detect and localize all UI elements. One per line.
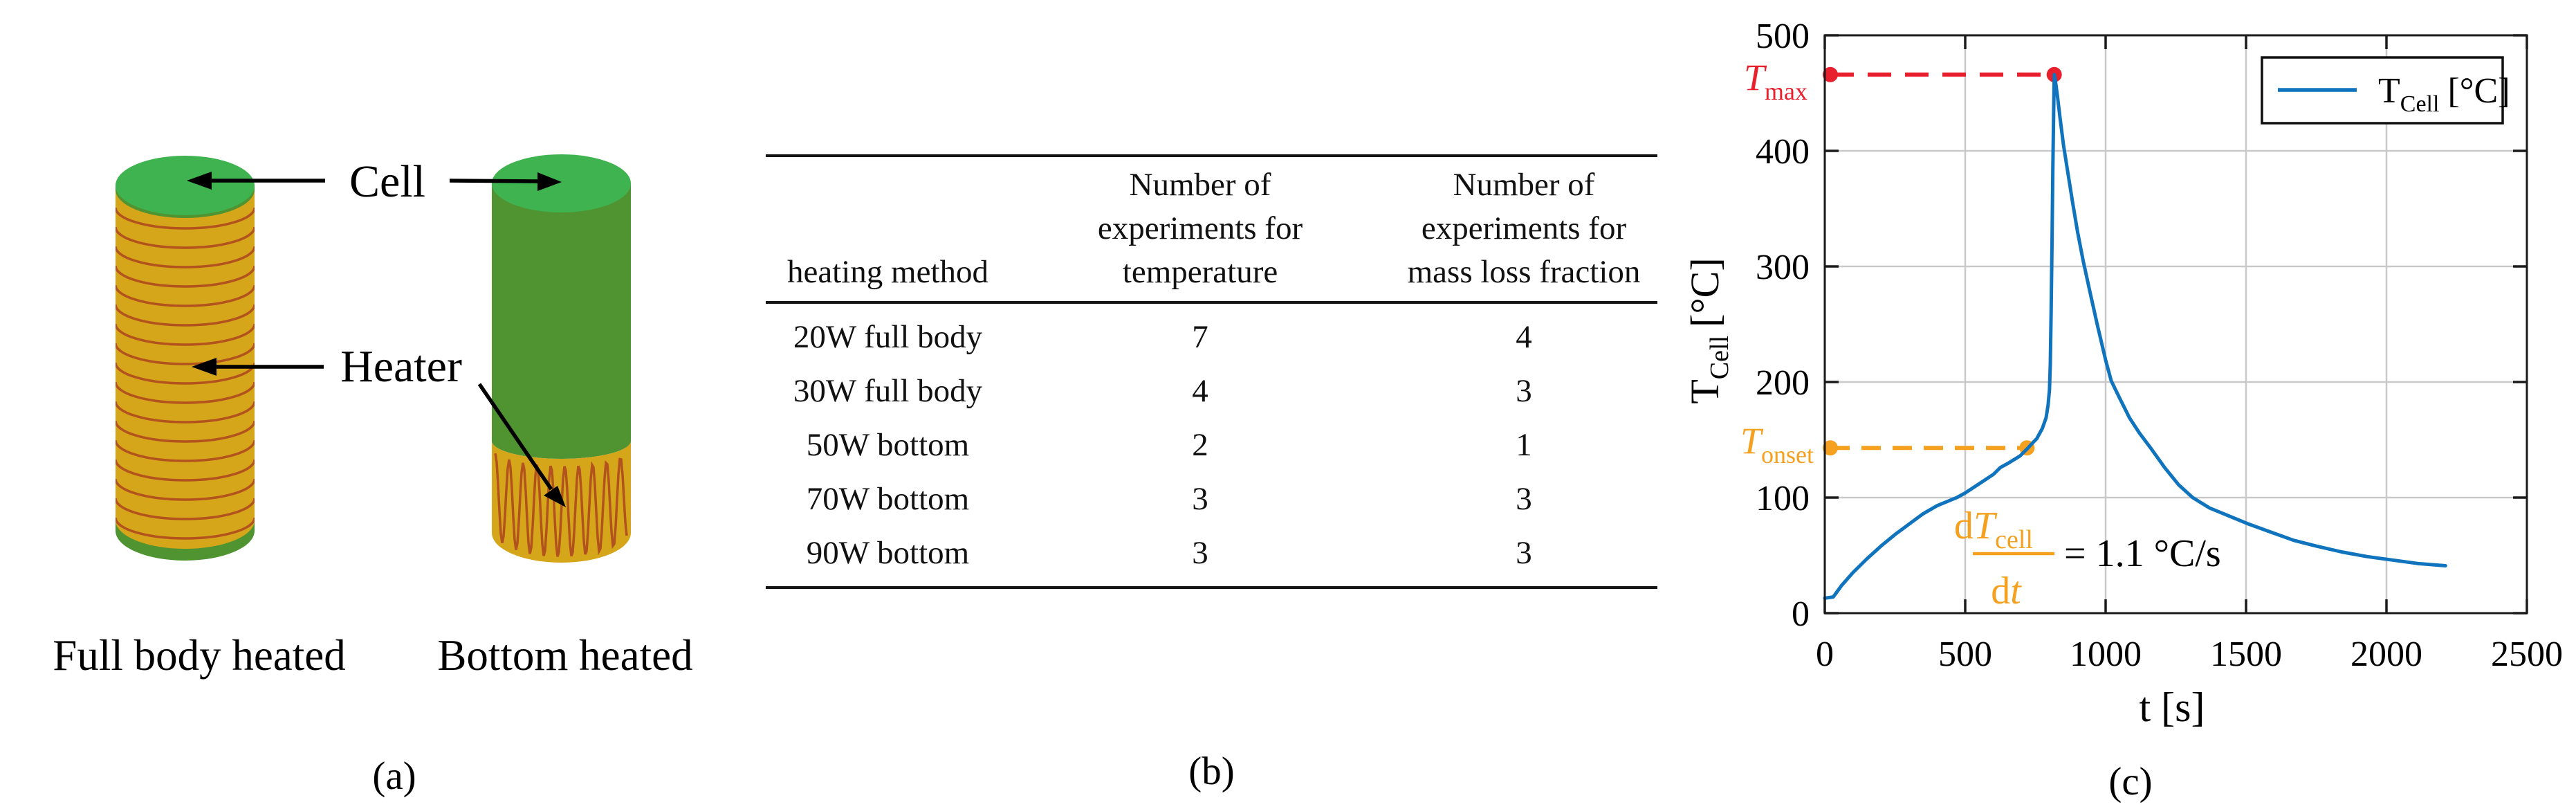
rate-denominator: dt [1991, 570, 2022, 612]
rate-value: = 1.1 °C/s [2064, 532, 2221, 575]
annotation-arrows [209, 179, 553, 491]
svg-text:2500: 2500 [2491, 635, 2563, 674]
panel-b-label: (b) [1188, 749, 1235, 793]
caption-full-body-heated: Full body heated [53, 631, 345, 680]
heater-arrowhead-left-icon [192, 358, 217, 376]
svg-text:0: 0 [1792, 594, 1810, 634]
table-rule-bottom [766, 586, 1657, 589]
chart-tick-labels: 0 500 1000 1500 2000 2500 0 100 200 300 400 500 [1756, 17, 2563, 674]
svg-text:1500: 1500 [2210, 635, 2282, 674]
cell-n-mass-loss: 3 [1516, 373, 1532, 409]
experiments-table: heating method Number of experiments for… [766, 154, 1657, 589]
cell-n-mass-loss: 4 [1516, 319, 1532, 355]
svg-text:500: 500 [1938, 635, 1992, 674]
cell-label: Cell [349, 156, 425, 207]
svg-text:100: 100 [1756, 479, 1810, 518]
svg-text:400: 400 [1756, 132, 1810, 172]
chart-gridlines [1825, 35, 2527, 613]
rate-annotation: dTcell dt = 1.1 °C/s [1954, 505, 2221, 612]
cell-arrowhead-right-icon [537, 172, 562, 191]
heater-arrowhead-diagonal-icon [544, 486, 566, 507]
chart-annotations [1823, 66, 2062, 456]
cell-top-right [492, 154, 631, 212]
svg-text:300: 300 [1756, 248, 1810, 287]
rate-numerator: dTcell [1954, 505, 2033, 554]
svg-text:0: 0 [1816, 635, 1834, 674]
full-body-heater-coil [116, 207, 255, 540]
table-header-row: heating method Number of experiments for… [766, 157, 1657, 301]
legend-label: TCell [°C] [2378, 71, 2510, 117]
cell-body-right [492, 183, 631, 443]
cell-n-temperature: 2 [1192, 427, 1208, 463]
table-rule-top [766, 154, 1657, 157]
panel-a-diagram: Cell Heater Full body heated Bottom heat… [53, 154, 693, 798]
cell-n-mass-loss: 1 [1516, 427, 1532, 463]
table-rule-header [766, 301, 1657, 304]
svg-text:2000: 2000 [2350, 635, 2422, 674]
full-body-heated-cell [116, 156, 255, 561]
table-row: 70W bottom 3 3 [766, 472, 1657, 526]
panel-c-chart: 0 500 1000 1500 2000 2500 0 100 200 300 400 500 t [… [1682, 17, 2563, 803]
heater-label: Heater [340, 341, 462, 392]
cell-n-temperature: 3 [1192, 535, 1208, 571]
cell-n-temperature: 3 [1192, 481, 1208, 517]
table-body: 20W full body 7 4 30W full body 4 3 50W … [766, 304, 1657, 586]
arrowheads [187, 172, 566, 507]
col-header-n-mass-loss: Number of experiments for mass loss frac… [1407, 167, 1641, 290]
cell-method: 20W full body [793, 319, 983, 355]
t-onset-label: Tonset [1740, 420, 1814, 469]
table-row: 30W full body 4 3 [766, 364, 1657, 418]
chart-series [1823, 73, 2447, 600]
table-row: 20W full body 7 4 [766, 310, 1657, 364]
t-max-label: Tmax [1744, 57, 1807, 105]
cell-method: 90W bottom [806, 535, 970, 571]
cell-n-mass-loss: 3 [1516, 535, 1532, 571]
bottom-heated-cell [492, 154, 631, 563]
caption-bottom-heated: Bottom heated [437, 631, 692, 680]
chart-legend: TCell [°C] [2261, 56, 2510, 125]
y-axis-label: TCell[°C] [1682, 257, 1734, 403]
x-axis-label: t [s] [2140, 684, 2205, 730]
cell-top-left [116, 156, 255, 215]
cell-arrowhead-left-icon [187, 172, 212, 190]
svg-text:500: 500 [1756, 17, 1810, 56]
heater-arrow-diagonal-line [477, 383, 553, 491]
cell-method: 30W full body [793, 373, 983, 409]
table-row: 90W bottom 3 3 [766, 526, 1657, 580]
cell-n-temperature: 4 [1192, 373, 1208, 409]
cell-method: 50W bottom [806, 427, 970, 463]
panel-a-label: (a) [372, 754, 416, 798]
cell-n-temperature: 7 [1192, 319, 1208, 355]
table-row: 50W bottom 2 1 [766, 418, 1657, 472]
cell-n-mass-loss: 3 [1516, 481, 1532, 517]
chart-frame [1823, 34, 2528, 615]
col-header-n-temperature: Number of experiments for temperature [1097, 167, 1303, 290]
cell-method: 70W bottom [806, 481, 970, 517]
col-header-heating-method: heating method [786, 254, 989, 290]
svg-text:1000: 1000 [2070, 635, 2142, 674]
panel-c-label: (c) [2108, 760, 2152, 803]
bottom-heater-coil [494, 453, 628, 557]
svg-text:200: 200 [1756, 363, 1810, 403]
